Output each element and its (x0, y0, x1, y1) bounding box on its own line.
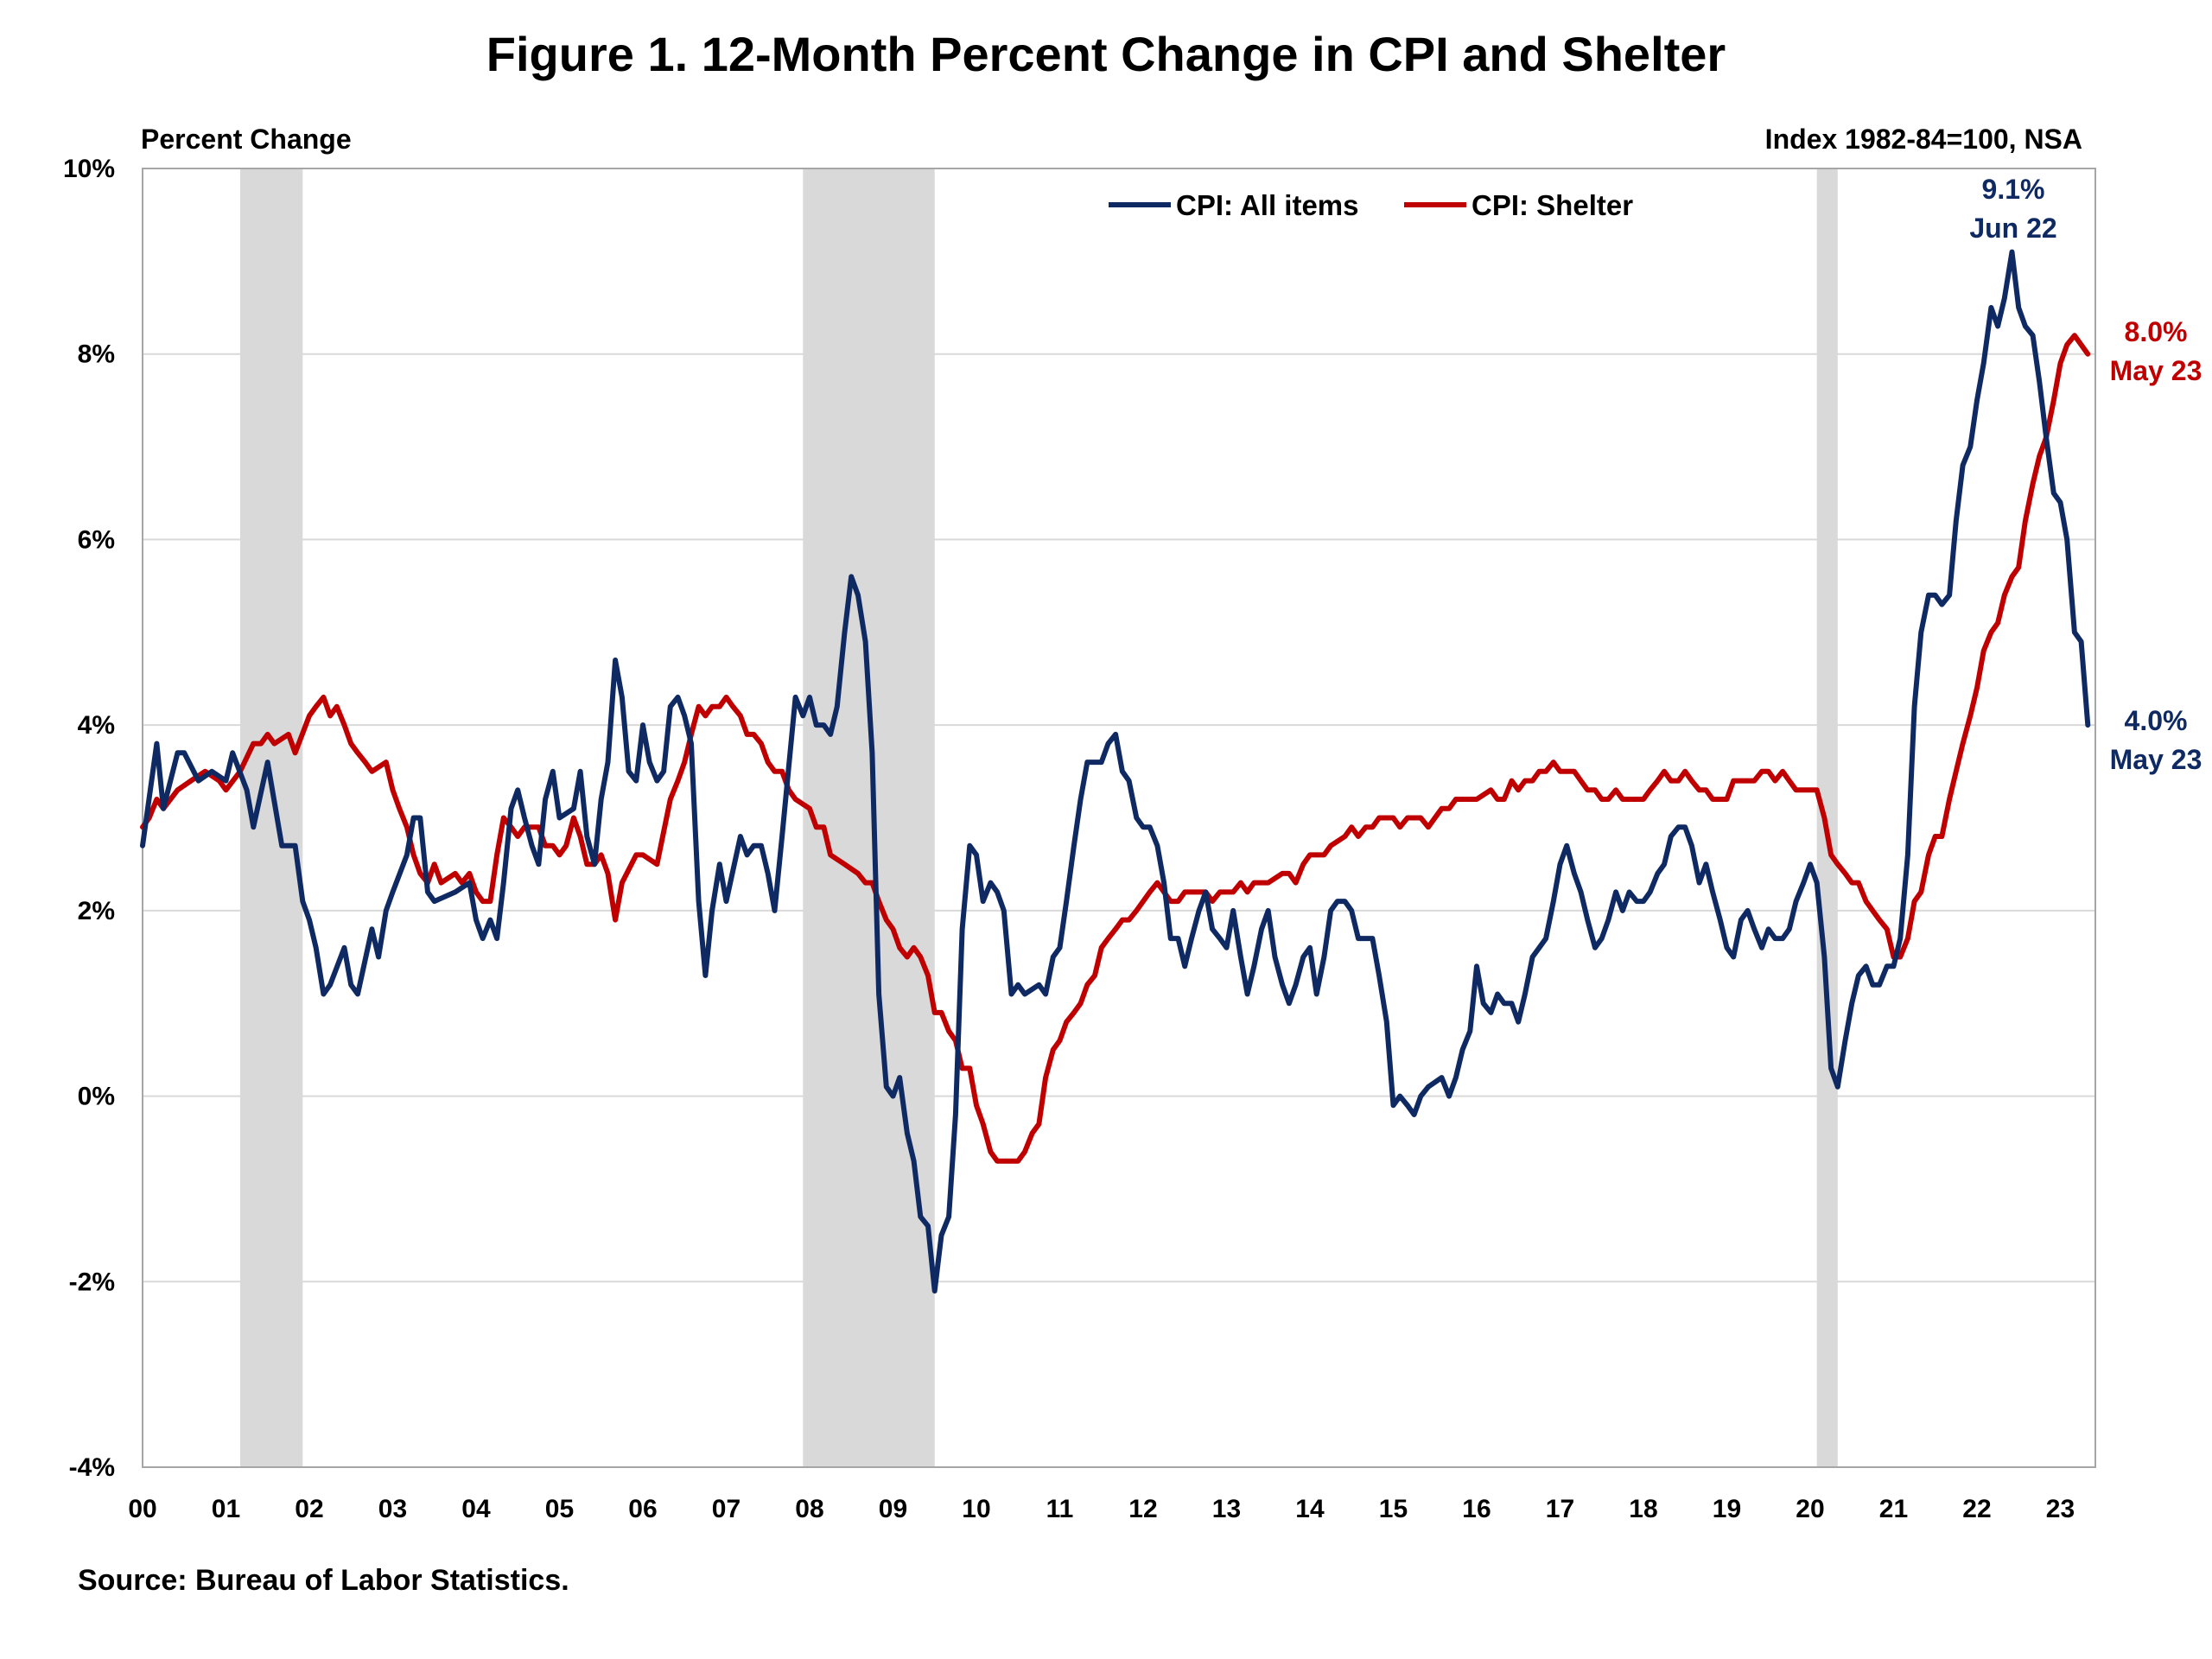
index-note: Index 1982-84=100, NSA (1764, 124, 2082, 155)
x-tick-label: 03 (378, 1495, 407, 1523)
annotations: 9.1% Jun 22 8.0% May 23 4.0% May 23 (1969, 174, 2202, 775)
y-axis-caption: Percent Change (141, 124, 352, 155)
x-tick-label: 21 (1879, 1495, 1908, 1523)
annotation-date: May 23 (2110, 744, 2202, 775)
x-tick-label: 17 (1546, 1495, 1574, 1523)
annotation-date: May 23 (2110, 355, 2202, 386)
x-tick-label: 07 (712, 1495, 741, 1523)
y-tick-label: 10% (63, 155, 115, 183)
legend-label: CPI: All items (1176, 189, 1359, 221)
x-tick-label: 04 (461, 1495, 491, 1523)
y-tick-label: -2% (69, 1268, 115, 1296)
chart-title: Figure 1. 12-Month Percent Change in CPI… (486, 27, 1726, 81)
legend-label: CPI: Shelter (1471, 189, 1633, 221)
annotation-date: Jun 22 (1969, 213, 2056, 244)
annotation-value: 9.1% (1982, 174, 2045, 205)
recession-band (1816, 168, 1838, 1467)
x-tick-label: 00 (128, 1495, 156, 1523)
source-note: Source: Bureau of Labor Statistics. (78, 1564, 569, 1597)
legend: CPI: All items CPI: Shelter (1109, 189, 1633, 221)
series-line-all-items (140, 249, 2091, 1294)
annotation-value: 4.0% (2125, 705, 2188, 736)
y-tick-labels: -4% -2% 0% 2% 4% 6% 8% 10% (63, 155, 115, 1482)
y-tick-label: 8% (78, 340, 115, 369)
series-lines (140, 249, 2091, 1294)
x-tick-label: 11 (1046, 1495, 1074, 1523)
series-line-shelter (140, 333, 2091, 1164)
annotation-value: 8.0% (2125, 316, 2188, 347)
x-tick-label: 01 (212, 1495, 240, 1523)
x-tick-labels: 00 01 02 03 04 05 06 07 08 09 10 11 12 13 14 15 16 17 18 19… (128, 1495, 2075, 1523)
x-tick-label: 09 (879, 1495, 907, 1523)
x-tick-label: 19 (1713, 1495, 1741, 1523)
x-tick-label: 15 (1379, 1495, 1408, 1523)
x-tick-label: 18 (1629, 1495, 1657, 1523)
x-tick-label: 13 (1212, 1495, 1241, 1523)
y-tick-label: 6% (78, 525, 115, 554)
x-tick-label: 23 (2046, 1495, 2075, 1523)
gridlines (143, 168, 2095, 1468)
recession-bands (239, 168, 1838, 1467)
y-tick-label: 2% (78, 897, 115, 925)
x-tick-label: 08 (795, 1495, 823, 1523)
x-tick-label: 02 (295, 1495, 323, 1523)
x-tick-label: 12 (1128, 1495, 1157, 1523)
x-tick-label: 14 (1295, 1495, 1325, 1523)
recession-band (803, 168, 935, 1467)
x-tick-label: 16 (1462, 1495, 1491, 1523)
x-tick-label: 06 (628, 1495, 657, 1523)
x-tick-label: 20 (1796, 1495, 1824, 1523)
x-tick-label: 10 (962, 1495, 990, 1523)
x-tick-label: 22 (1962, 1495, 1991, 1523)
y-tick-label: 4% (78, 711, 115, 740)
y-tick-label: 0% (78, 1083, 115, 1111)
plot-frame (142, 168, 2096, 1468)
x-tick-label: 05 (545, 1495, 574, 1523)
y-tick-label: -4% (69, 1453, 115, 1482)
